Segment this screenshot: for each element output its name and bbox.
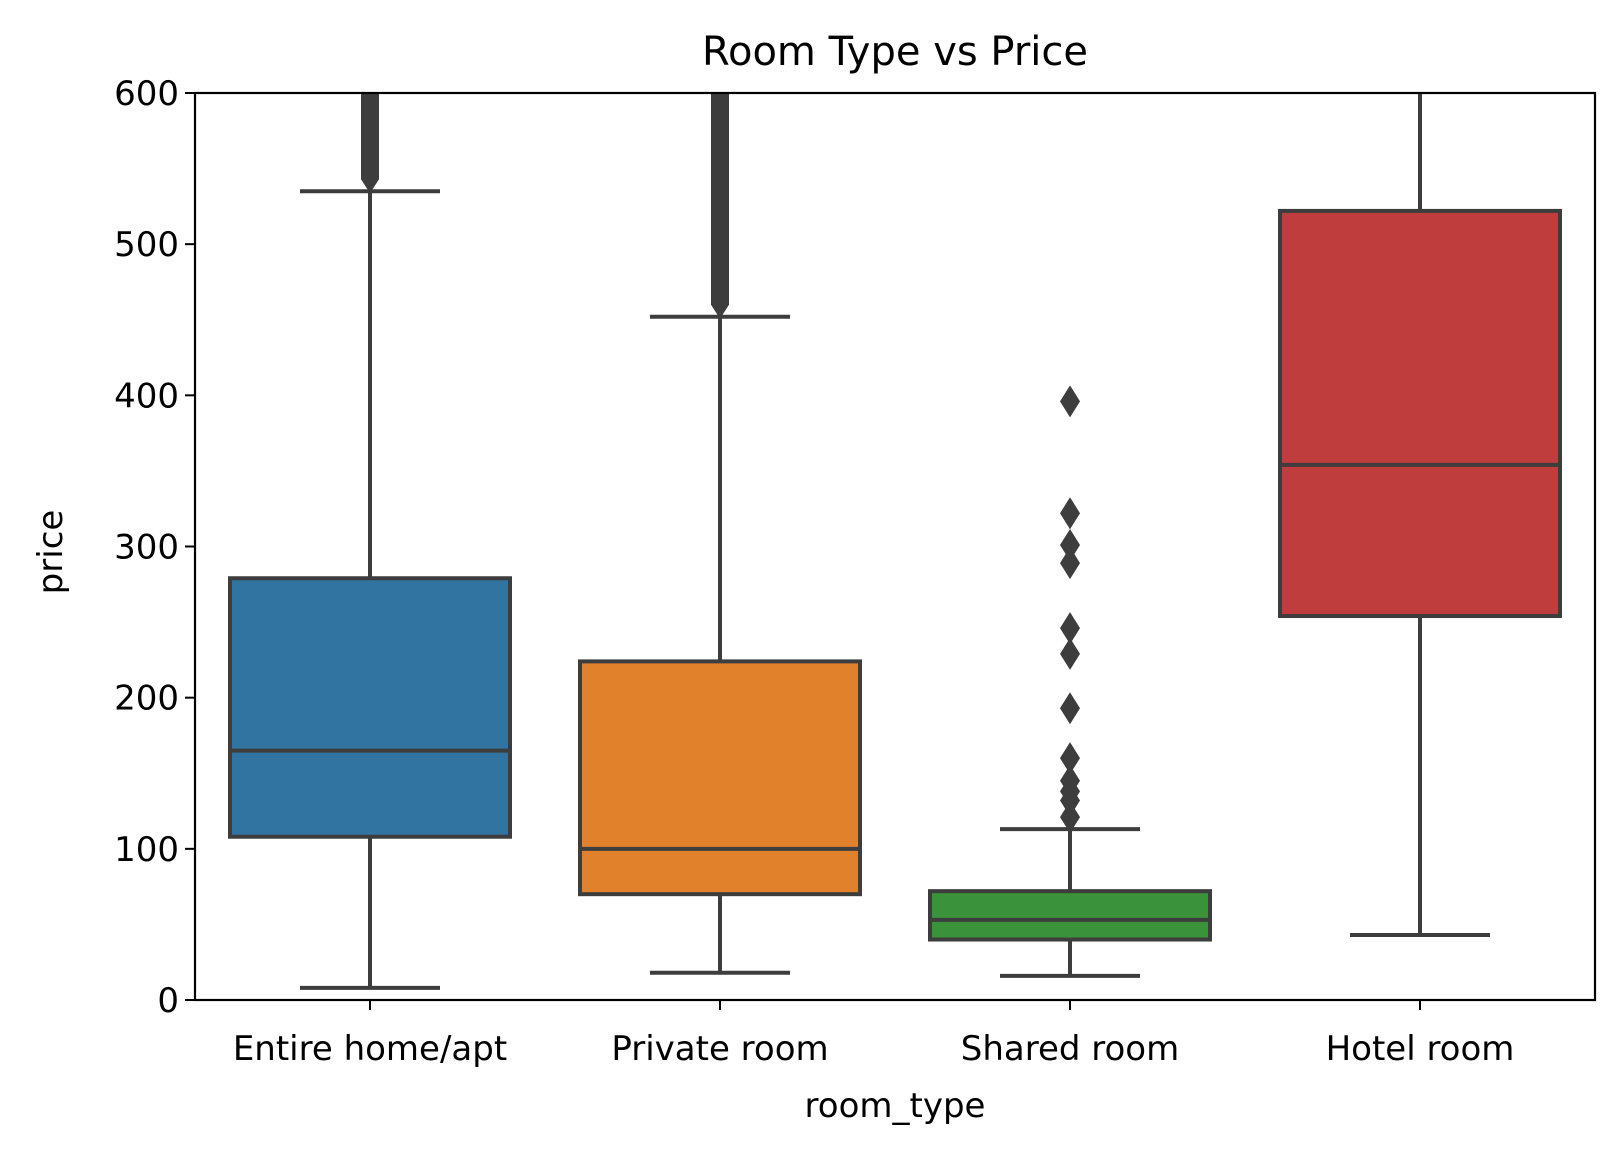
- y-tick-label: 600: [114, 74, 179, 114]
- box-group-4: [1278, 93, 1562, 937]
- y-tick-label: 200: [114, 679, 179, 719]
- x-axis: Entire home/apt Private room Shared room Ho…: [233, 1000, 1515, 1069]
- outlier-point: [1060, 764, 1080, 797]
- outlier-point: [1060, 528, 1080, 561]
- outlier-point: [1060, 612, 1080, 645]
- outlier-point: [1060, 801, 1080, 834]
- chart-title: Room Type vs Price: [702, 29, 1088, 75]
- y-axis-label: price: [31, 510, 71, 595]
- box-group-1: [228, 93, 512, 990]
- y-tick-label: 100: [114, 830, 179, 870]
- iqr-box: [578, 659, 862, 897]
- box-group-3: [928, 385, 1212, 978]
- outlier-cluster: [711, 93, 729, 319]
- outlier-cluster: [361, 93, 379, 194]
- x-axis-label: room_type: [805, 1086, 986, 1126]
- iqr-box: [228, 576, 512, 839]
- outlier-point: [1060, 742, 1080, 775]
- box-group-2: [578, 93, 862, 975]
- y-tick-label: 0: [157, 981, 179, 1021]
- y-tick-label: 500: [114, 225, 179, 265]
- iqr-box: [1278, 208, 1562, 619]
- y-tick-label: 400: [114, 376, 179, 416]
- x-tick-label: Private room: [611, 1029, 828, 1069]
- y-tick-label: 300: [114, 528, 179, 568]
- outlier-point: [1060, 497, 1080, 530]
- outlier-point: [1060, 385, 1080, 418]
- x-tick-label: Entire home/apt: [233, 1029, 507, 1069]
- outlier-point: [1060, 637, 1080, 670]
- iqr-box: [928, 889, 1212, 942]
- outlier-point: [1060, 692, 1080, 725]
- y-axis: 0 100 200 300 400 500 600: [114, 74, 195, 1021]
- outlier-point: [1060, 547, 1080, 580]
- plot-area: [228, 93, 1562, 990]
- x-tick-label: Hotel room: [1326, 1029, 1515, 1069]
- x-tick-label: Shared room: [961, 1029, 1179, 1069]
